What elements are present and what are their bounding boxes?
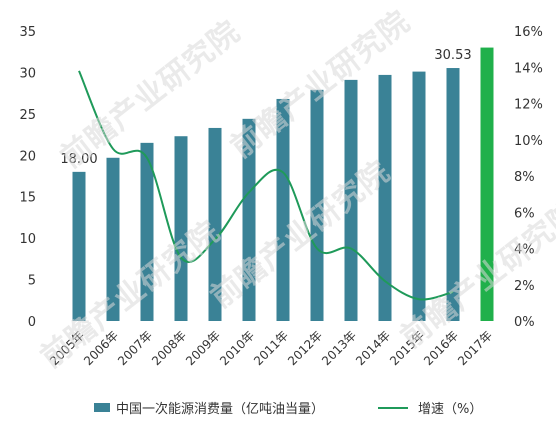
x-tick-label: 2014年	[353, 328, 393, 368]
y-right-tick-label: 8%	[514, 170, 535, 185]
y-left-tick-label: 20	[19, 149, 36, 164]
x-tick-label: 2009年	[183, 328, 223, 368]
bar	[242, 118, 256, 321]
legend-item-bar: 中国一次能源消费量（亿吨油当量）	[94, 398, 324, 417]
bar	[310, 89, 324, 321]
y-right-tick-label: 0%	[514, 315, 535, 330]
y-left-tick-label: 30	[19, 66, 36, 81]
bar	[140, 142, 154, 321]
bar	[208, 127, 222, 321]
y-left-tick-label: 35	[19, 25, 36, 40]
y-right-tick-label: 16%	[514, 25, 543, 40]
x-tick-label: 2011年	[251, 328, 291, 368]
y-left-tick-label: 15	[19, 191, 36, 206]
bar	[72, 171, 86, 321]
y-right-tick-label: 12%	[514, 98, 543, 113]
y-right-tick-label: 10%	[514, 134, 543, 149]
bar	[106, 157, 120, 321]
legend: 中国一次能源消费量（亿吨油当量） 增速（%）	[0, 392, 556, 422]
x-tick-label: 2017年	[455, 328, 495, 368]
data-label: 30.53	[434, 48, 471, 63]
x-tick-label: 2010年	[217, 328, 257, 368]
x-tick-label: 2008年	[149, 328, 189, 368]
bar	[344, 79, 358, 321]
bar	[480, 47, 494, 321]
x-tick-label: 2007年	[115, 328, 155, 368]
y-right-tick-label: 4%	[514, 243, 535, 258]
bar	[276, 98, 290, 321]
y-left-tick-label: 0	[28, 315, 36, 330]
bar	[378, 74, 392, 322]
y-left-tick-label: 5	[28, 274, 36, 289]
bar	[174, 136, 188, 321]
y-right-tick-label: 2%	[514, 279, 535, 294]
x-tick-label: 2013年	[319, 328, 359, 368]
bar	[412, 71, 426, 321]
y-left-tick-label: 10	[19, 232, 36, 247]
data-label: 18.00	[60, 152, 97, 167]
chart-area: 0 5 10 15 20 25 30 35 0% 2% 4% 6% 8% 10% 12% 14% 16% 18.0…	[19, 25, 543, 368]
y-right-tick-label: 14%	[514, 61, 543, 76]
legend-item-line: 增速（%）	[378, 398, 482, 417]
legend-bar-swatch	[94, 403, 110, 412]
bar	[446, 68, 460, 321]
legend-bar-label: 中国一次能源消费量（亿吨油当量）	[116, 402, 325, 417]
x-tick-label: 2012年	[285, 328, 325, 368]
legend-line-label: 增速（%）	[418, 402, 483, 417]
growth-line	[78, 70, 454, 301]
y-left-tick-label: 25	[19, 108, 36, 123]
y-right-tick-label: 6%	[514, 206, 535, 221]
legend-line-swatch	[378, 406, 408, 409]
